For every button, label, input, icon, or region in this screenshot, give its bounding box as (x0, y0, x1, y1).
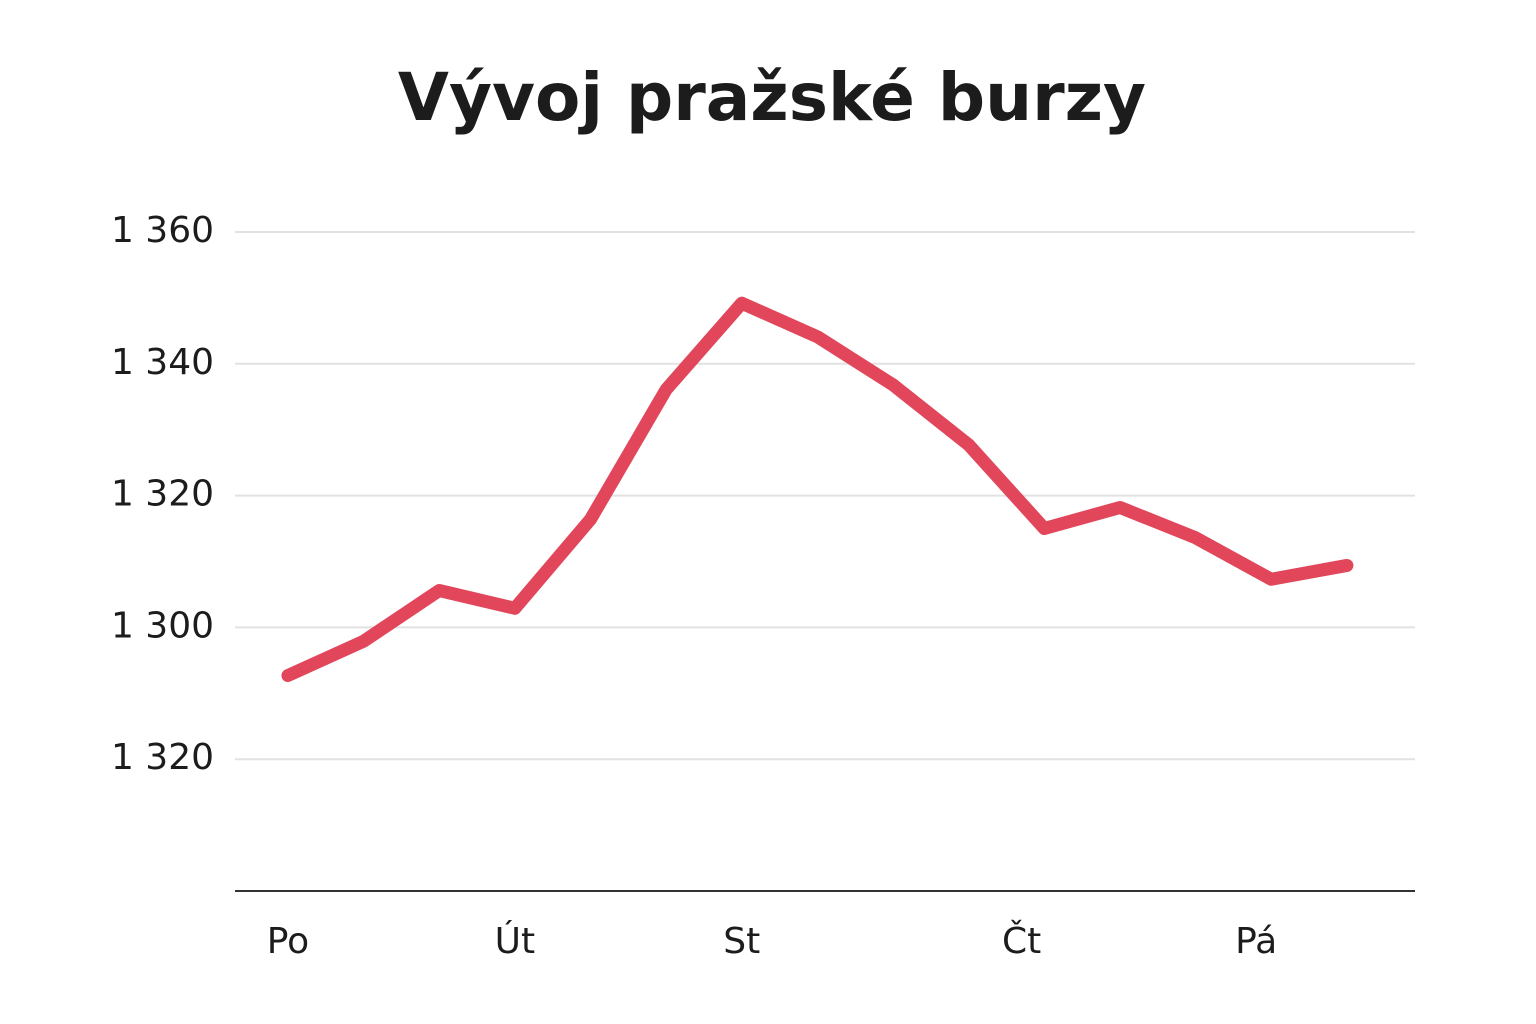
x-tick-label: Čt (1002, 920, 1041, 962)
x-tick-label: Pá (1235, 921, 1277, 962)
y-tick-label: 1 300 (111, 605, 214, 646)
x-tick-label: St (723, 921, 760, 962)
y-tick-label: 1 340 (111, 342, 214, 383)
data-line (281, 296, 1354, 683)
y-tick-label: 1 320 (111, 737, 214, 778)
chart-title: Vývoj pražské burzy (398, 59, 1146, 136)
x-tick-label: Po (267, 921, 309, 962)
y-tick-label: 1 360 (111, 210, 214, 251)
x-tick-label: Út (495, 920, 535, 962)
y-tick-label: 1 320 (111, 474, 214, 515)
